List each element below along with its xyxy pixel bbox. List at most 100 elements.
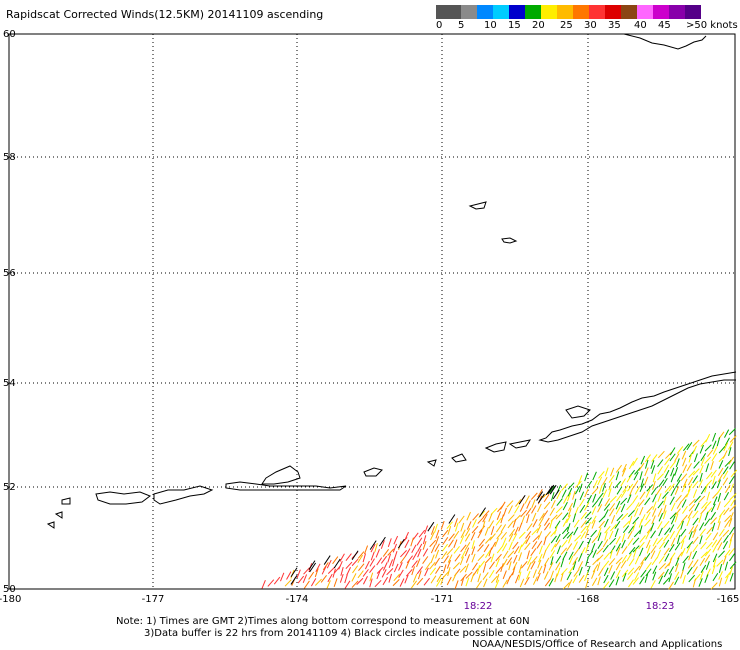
wind-barb [579, 504, 586, 513]
wind-barb [404, 574, 409, 584]
wind-barb [669, 496, 675, 505]
wind-barb [676, 551, 683, 560]
wind-barb [698, 578, 703, 587]
wind-barb [441, 551, 448, 560]
wind-barb [608, 488, 612, 498]
wind-barb [668, 483, 675, 492]
wind-barb [712, 532, 719, 541]
wind-barb [482, 514, 488, 523]
wind-barb [561, 489, 567, 498]
wind-barb [502, 570, 507, 580]
wind-barb [561, 483, 568, 491]
wind-barb [466, 521, 472, 530]
wind-barb [676, 535, 681, 544]
wind-barb [609, 549, 613, 559]
wind-barb [514, 505, 520, 514]
wind-barb [447, 526, 452, 535]
wind-barb [502, 537, 507, 547]
contaminated-barb [378, 536, 386, 547]
wind-barb [568, 551, 574, 560]
wind-barb [729, 553, 736, 562]
wind-barb [705, 541, 713, 550]
wind-barb [717, 514, 722, 524]
fox-islands [508, 439, 532, 449]
wind-barb [261, 580, 266, 589]
wind-barb [519, 503, 525, 512]
wind-barb [699, 535, 703, 545]
wind-barb [490, 526, 495, 535]
wind-barb [615, 471, 620, 481]
wind-barb [680, 547, 686, 557]
wind-barb [393, 573, 401, 582]
legend-swatch [589, 5, 605, 19]
wind-barb [555, 512, 563, 520]
wind-barb [303, 567, 311, 575]
wind-barb [447, 567, 451, 577]
wind-barb [626, 502, 633, 511]
wind-barb [620, 497, 628, 505]
wind-barb [572, 490, 576, 500]
wind-barb [484, 556, 492, 564]
wind-barb [650, 460, 655, 469]
wind-barb [308, 571, 315, 580]
wind-barb [494, 579, 500, 589]
wind-barb [604, 467, 609, 477]
wind-barb [704, 548, 712, 557]
wind-barb [598, 484, 603, 494]
wind-barb [681, 483, 687, 493]
wind-barb [387, 548, 395, 556]
wind-barb [644, 476, 649, 486]
legend-tick-label: 45 [658, 20, 671, 31]
wind-barb [459, 535, 465, 544]
wind-barb [388, 573, 392, 583]
wind-barb [592, 549, 597, 558]
wind-barb [615, 557, 623, 565]
wind-barb [622, 525, 630, 534]
wind-barb [502, 543, 508, 552]
wind-barb [633, 529, 641, 538]
wind-barb [567, 508, 572, 518]
wind-barb [566, 523, 571, 532]
wind-barb [423, 577, 430, 586]
legend-swatch [573, 5, 589, 19]
wind-barb [657, 493, 662, 502]
wind-barb [573, 548, 580, 557]
wind-barb [434, 543, 440, 552]
wind-barb [388, 559, 394, 568]
wind-barb [453, 546, 460, 554]
wind-barb [692, 559, 699, 568]
wind-barb [706, 471, 713, 480]
wind-barb [711, 539, 718, 548]
wind-barb [716, 479, 721, 489]
wind-barb [728, 456, 735, 465]
wind-barb [597, 540, 603, 550]
wind-barb [597, 532, 602, 542]
wind-barb [477, 553, 485, 562]
wind-barb [555, 555, 562, 564]
wind-barb [669, 460, 676, 469]
wind-barb [596, 547, 604, 555]
legend-swatch [637, 5, 653, 19]
wind-barb [549, 507, 555, 516]
wind-barb [603, 581, 610, 589]
wind-barb [430, 575, 437, 584]
wind-barb [448, 533, 455, 541]
wind-barb [658, 527, 663, 537]
wind-barb [434, 523, 438, 533]
wind-barb [556, 498, 563, 506]
wind-barb [512, 566, 516, 576]
wind-barb [584, 529, 589, 539]
wind-barb [710, 511, 717, 520]
wind-barb [435, 529, 440, 539]
legend-swatch [461, 5, 477, 19]
wind-barb [424, 567, 429, 577]
wind-barb [465, 577, 470, 587]
wind-barb [716, 501, 721, 511]
wind-barb [513, 546, 520, 555]
legend-swatch [605, 5, 621, 19]
wind-barb [518, 522, 523, 532]
note-line-2: 3)Data buffer is 22 hrs from 20141109 4)… [144, 628, 579, 639]
wind-barb [608, 474, 615, 483]
wind-barb [698, 479, 704, 488]
wind-barb [506, 575, 511, 585]
